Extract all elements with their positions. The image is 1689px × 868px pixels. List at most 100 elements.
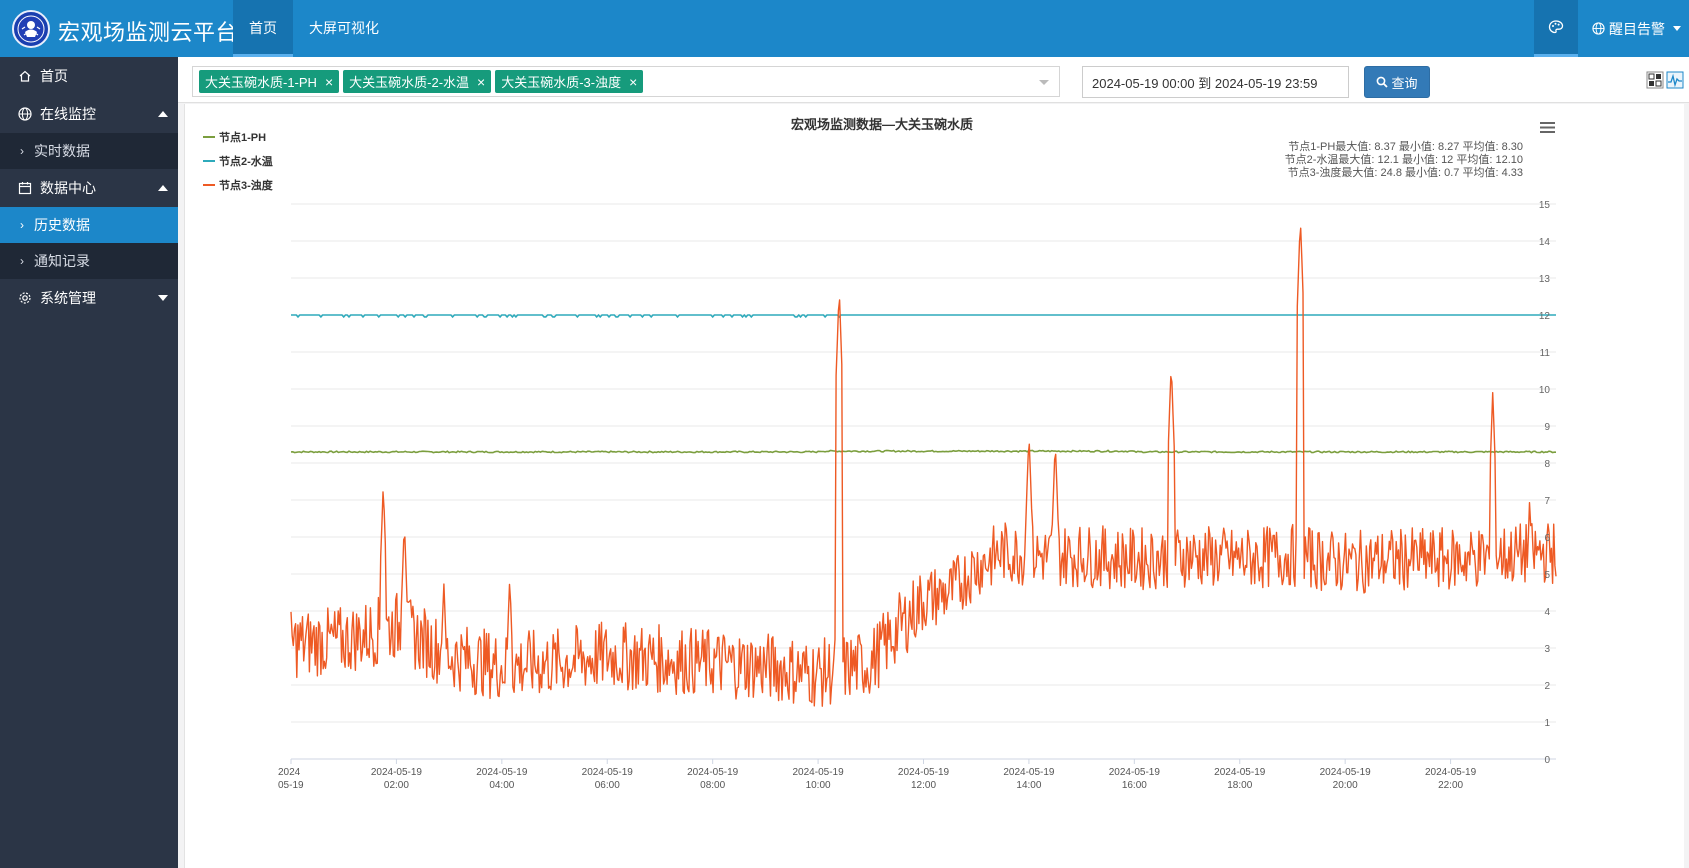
tag-label: 大关玉碗水质-2-水温 — [349, 75, 470, 90]
x-tick-label: 2024-05-19 — [476, 767, 528, 778]
main-content: 大关玉碗水质-1-PH × 大关玉碗水质-2-水温 × 大关玉碗水质-3-浊度 … — [178, 57, 1689, 868]
legend-label: 节点3-浊度 — [219, 178, 274, 192]
query-button[interactable]: 查询 — [1364, 66, 1430, 98]
globe-icon — [1592, 22, 1605, 35]
collapse-arrow-icon — [158, 111, 168, 117]
chart-panel: 宏观场监测数据—大关玉碗水质 节点1-PH最大值: 8.37 最小值: 8.27… — [184, 104, 1684, 868]
date-range-input[interactable] — [1082, 66, 1349, 98]
app-logo[interactable] — [12, 10, 50, 48]
selected-tag-turbidity: 大关玉碗水质-3-浊度 × — [495, 70, 644, 93]
x-tick-label: 10:00 — [806, 780, 831, 791]
x-tick-label: 2024-05-19 — [1320, 767, 1372, 778]
sidebar-item-home[interactable]: 首页 — [0, 57, 178, 95]
x-tick-label: 08:00 — [700, 780, 725, 791]
x-tick-label: 05-19 — [278, 780, 304, 791]
legend-label: 节点1-PH — [219, 130, 266, 144]
top-bar: 宏观场监测云平台 首页 大屏可视化 醒目告警 — [0, 0, 1689, 57]
theme-palette-button[interactable] — [1534, 0, 1578, 57]
y-tick-label: 8 — [1544, 459, 1550, 470]
sidebar-item-online-monitor[interactable]: 在线监控 — [0, 95, 178, 133]
sidebar-subitem-realtime[interactable]: › 实时数据 — [0, 133, 178, 169]
home-icon — [16, 69, 34, 83]
series-line-turbidity — [290, 227, 1557, 707]
x-tick-label: 06:00 — [595, 780, 620, 791]
legend-item-turbidity[interactable]: 节点3-浊度 — [203, 178, 274, 192]
history-line-chart: 宏观场监测数据—大关玉碗水质 节点1-PH最大值: 8.37 最小值: 8.27… — [203, 117, 1557, 791]
x-tick-label: 2024-05-19 — [687, 767, 739, 778]
alarm-label: 醒目告警 — [1609, 20, 1665, 37]
sidebar-item-system[interactable]: 系统管理 — [0, 279, 178, 317]
gear-icon — [16, 291, 34, 305]
grid-view-icon[interactable] — [1646, 71, 1664, 89]
sidebar-item-label: 系统管理 — [40, 290, 96, 306]
palette-icon — [1548, 20, 1564, 34]
sidebar-subitem-history[interactable]: › 历史数据 — [0, 207, 178, 243]
x-tick-label: 2024-05-19 — [1109, 767, 1161, 778]
y-tick-label: 12 — [1539, 311, 1551, 322]
y-tick-label: 9 — [1544, 422, 1550, 433]
nav-home[interactable]: 首页 — [233, 0, 293, 57]
selected-tag-temp: 大关玉碗水质-2-水温 × — [343, 70, 492, 93]
tag-label: 大关玉碗水质-1-PH — [205, 75, 317, 90]
top-nav: 首页 大屏可视化 — [233, 0, 395, 57]
sidebar-item-label: 历史数据 — [34, 217, 90, 233]
chevron-down-icon[interactable] — [1039, 80, 1049, 85]
sidebar-item-label: 实时数据 — [34, 143, 90, 159]
y-tick-label: 1 — [1544, 718, 1550, 729]
legend-label: 节点2-水温 — [219, 154, 273, 168]
search-icon — [1377, 76, 1389, 88]
nav-big-screen[interactable]: 大屏可视化 — [309, 20, 379, 36]
legend-item-ph[interactable]: 节点1-PH — [203, 130, 266, 144]
sidebar-item-data-center[interactable]: 数据中心 — [0, 169, 178, 207]
series-line-ph — [290, 449, 1556, 454]
y-tick-label: 4 — [1544, 607, 1550, 618]
remove-tag-icon[interactable]: × — [477, 73, 486, 90]
legend-item-temp[interactable]: 节点2-水温 — [203, 154, 273, 168]
tag-label: 大关玉碗水质-3-浊度 — [501, 75, 622, 90]
y-tick-label: 15 — [1539, 200, 1551, 211]
logo-emblem-icon — [17, 15, 45, 43]
x-tick-label: 2024-05-19 — [793, 767, 845, 778]
line-chart-view-icon[interactable] — [1666, 71, 1684, 89]
expand-arrow-icon — [158, 295, 168, 301]
sensor-multiselect[interactable]: 大关玉碗水质-1-PH × 大关玉碗水质-2-水温 × 大关玉碗水质-3-浊度 … — [192, 66, 1060, 97]
series-line-temp — [291, 313, 1556, 319]
x-tick-label: 22:00 — [1438, 780, 1463, 791]
legend: 节点1-PH 节点2-水温 节点3-浊度 — [203, 130, 274, 192]
y-tick-label: 5 — [1544, 570, 1550, 581]
stats-temp: 节点2-水温最大值: 12.1 最小值: 12 平均值: 12.10 — [1285, 152, 1523, 166]
x-tick-label: 2024-05-19 — [1425, 767, 1477, 778]
top-right-tools: 醒目告警 — [1534, 0, 1689, 57]
x-tick-label: 18:00 — [1227, 780, 1252, 791]
x-tick-label: 04:00 — [489, 780, 514, 791]
sidebar: 首页 在线监控 › 实时数据 数据中心 › 历史数据 › 通知记录 系统管理 — [0, 57, 178, 868]
remove-tag-icon[interactable]: × — [629, 73, 638, 90]
x-tick-label: 02:00 — [384, 780, 409, 791]
chevron-right-icon: › — [20, 254, 24, 268]
collapse-arrow-icon — [158, 185, 168, 191]
sidebar-item-label: 首页 — [40, 68, 68, 84]
remove-tag-icon[interactable]: × — [324, 73, 334, 90]
y-tick-label: 13 — [1539, 274, 1551, 285]
query-toolbar: 大关玉碗水质-1-PH × 大关玉碗水质-2-水温 × 大关玉碗水质-3-浊度 … — [178, 57, 1689, 103]
x-tick-label: 2024-05-19 — [1003, 767, 1055, 778]
y-tick-label: 11 — [1540, 348, 1551, 359]
chevron-down-icon — [1673, 26, 1681, 31]
sidebar-item-label: 在线监控 — [40, 106, 96, 122]
alarm-dropdown[interactable]: 醒目告警 — [1592, 19, 1689, 39]
y-tick-label: 14 — [1539, 237, 1551, 248]
chart-menu-icon[interactable] — [1540, 122, 1555, 133]
chevron-right-icon: › — [20, 218, 24, 232]
stats-turbidity: 节点3-浊度最大值: 24.8 最小值: 0.7 平均值: 4.33 — [1288, 165, 1523, 179]
globe-icon — [16, 107, 34, 121]
x-tick-label: 2024-05-19 — [371, 767, 423, 778]
x-tick-label: 14:00 — [1016, 780, 1041, 791]
chevron-right-icon: › — [20, 144, 24, 158]
x-tick-label: 2024-05-19 — [582, 767, 634, 778]
chart-title: 宏观场监测数据—大关玉碗水质 — [791, 117, 973, 132]
sidebar-item-label: 数据中心 — [40, 180, 96, 196]
x-tick-label: 16:00 — [1122, 780, 1147, 791]
x-tick-label: 2024 — [278, 767, 301, 778]
sidebar-subitem-notify[interactable]: › 通知记录 — [0, 243, 178, 279]
x-tick-label: 12:00 — [911, 780, 936, 791]
